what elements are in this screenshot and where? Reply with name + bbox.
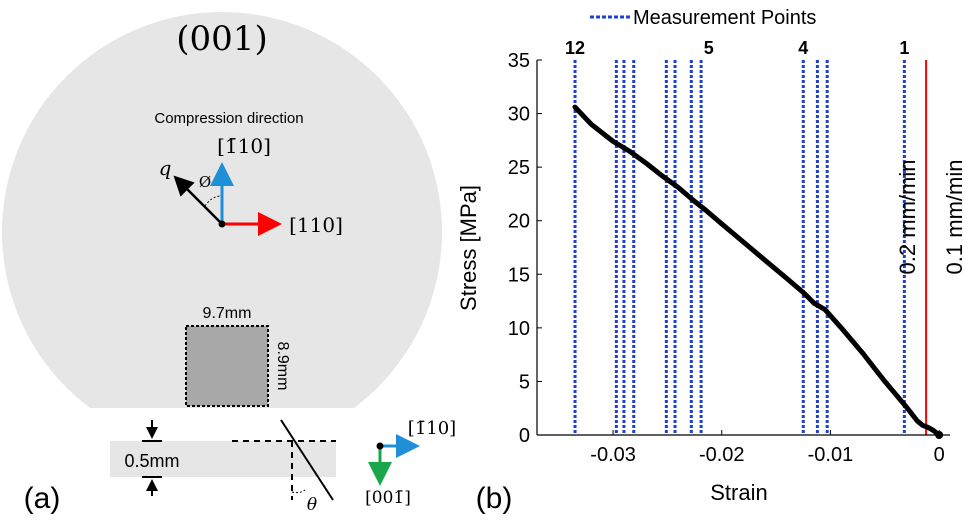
direction-right-label: [110] [289,213,343,237]
direction-up-label: [1̄10] [217,134,271,158]
panel-a-label: (a) [24,482,61,515]
series-line-1 [572,104,942,438]
panel-a: (001) Compression direction [1̄10] q Ø [… [2,12,456,515]
axis-down-label: [001̄] [365,488,411,508]
theta-tilted-line [280,419,334,501]
small-axes-origin [376,442,384,450]
y-tick-label: 35 [508,50,530,72]
measurement-point-number: 1 [899,38,909,58]
y-tick-label: 20 [508,211,530,233]
y-tick-label: 10 [508,318,530,340]
sample-height-label: 8.9mm [274,342,291,391]
thickness-label: 0.5mm [124,451,179,471]
y-axis-title: Stress [MPa] [456,185,481,311]
phi-label: Ø [199,173,211,191]
plane-label: (001) [176,19,267,59]
measurement-point-number: 4 [798,38,808,58]
axis-right-label: [1̄10] [408,418,456,439]
q-vector-arrow [173,175,223,225]
x-tick-label: -0.03 [590,444,636,466]
x-tick-label: 0 [934,444,945,466]
panel-b-label: (b) [476,482,513,515]
rate-label-1: 0.2 mm/min [895,160,920,275]
origin-dot [218,220,226,228]
x-tick-label: -0.02 [699,444,745,466]
x-axis-title: Strain [710,480,767,505]
phi-angle-arc [204,195,221,207]
theta-label: θ [307,495,317,515]
y-tick-label: 5 [519,371,530,393]
x-tick-label: -0.01 [808,444,854,466]
theta-arc [291,489,306,494]
sample-square [185,325,269,407]
y-tick-label: 0 [519,425,530,447]
measurement-point-number: 12 [565,38,585,58]
rate-label-2: 0.1 mm/min [942,160,965,275]
y-tick-label: 25 [508,157,530,179]
compression-direction-label: Compression direction [154,110,303,127]
q-label: q [159,156,172,180]
legend-label: Measurement Points [633,7,816,29]
y-tick-label: 30 [508,104,530,126]
measurement-point-number: 5 [704,38,714,58]
sample-width-label: 9.7mm [203,305,252,322]
y-tick-label: 15 [508,264,530,286]
stress-strain-plot: 0 5 10 15 20 25 30 35 -0.03 -0.02 -0.01 0 12 5 4 1 [508,38,950,466]
